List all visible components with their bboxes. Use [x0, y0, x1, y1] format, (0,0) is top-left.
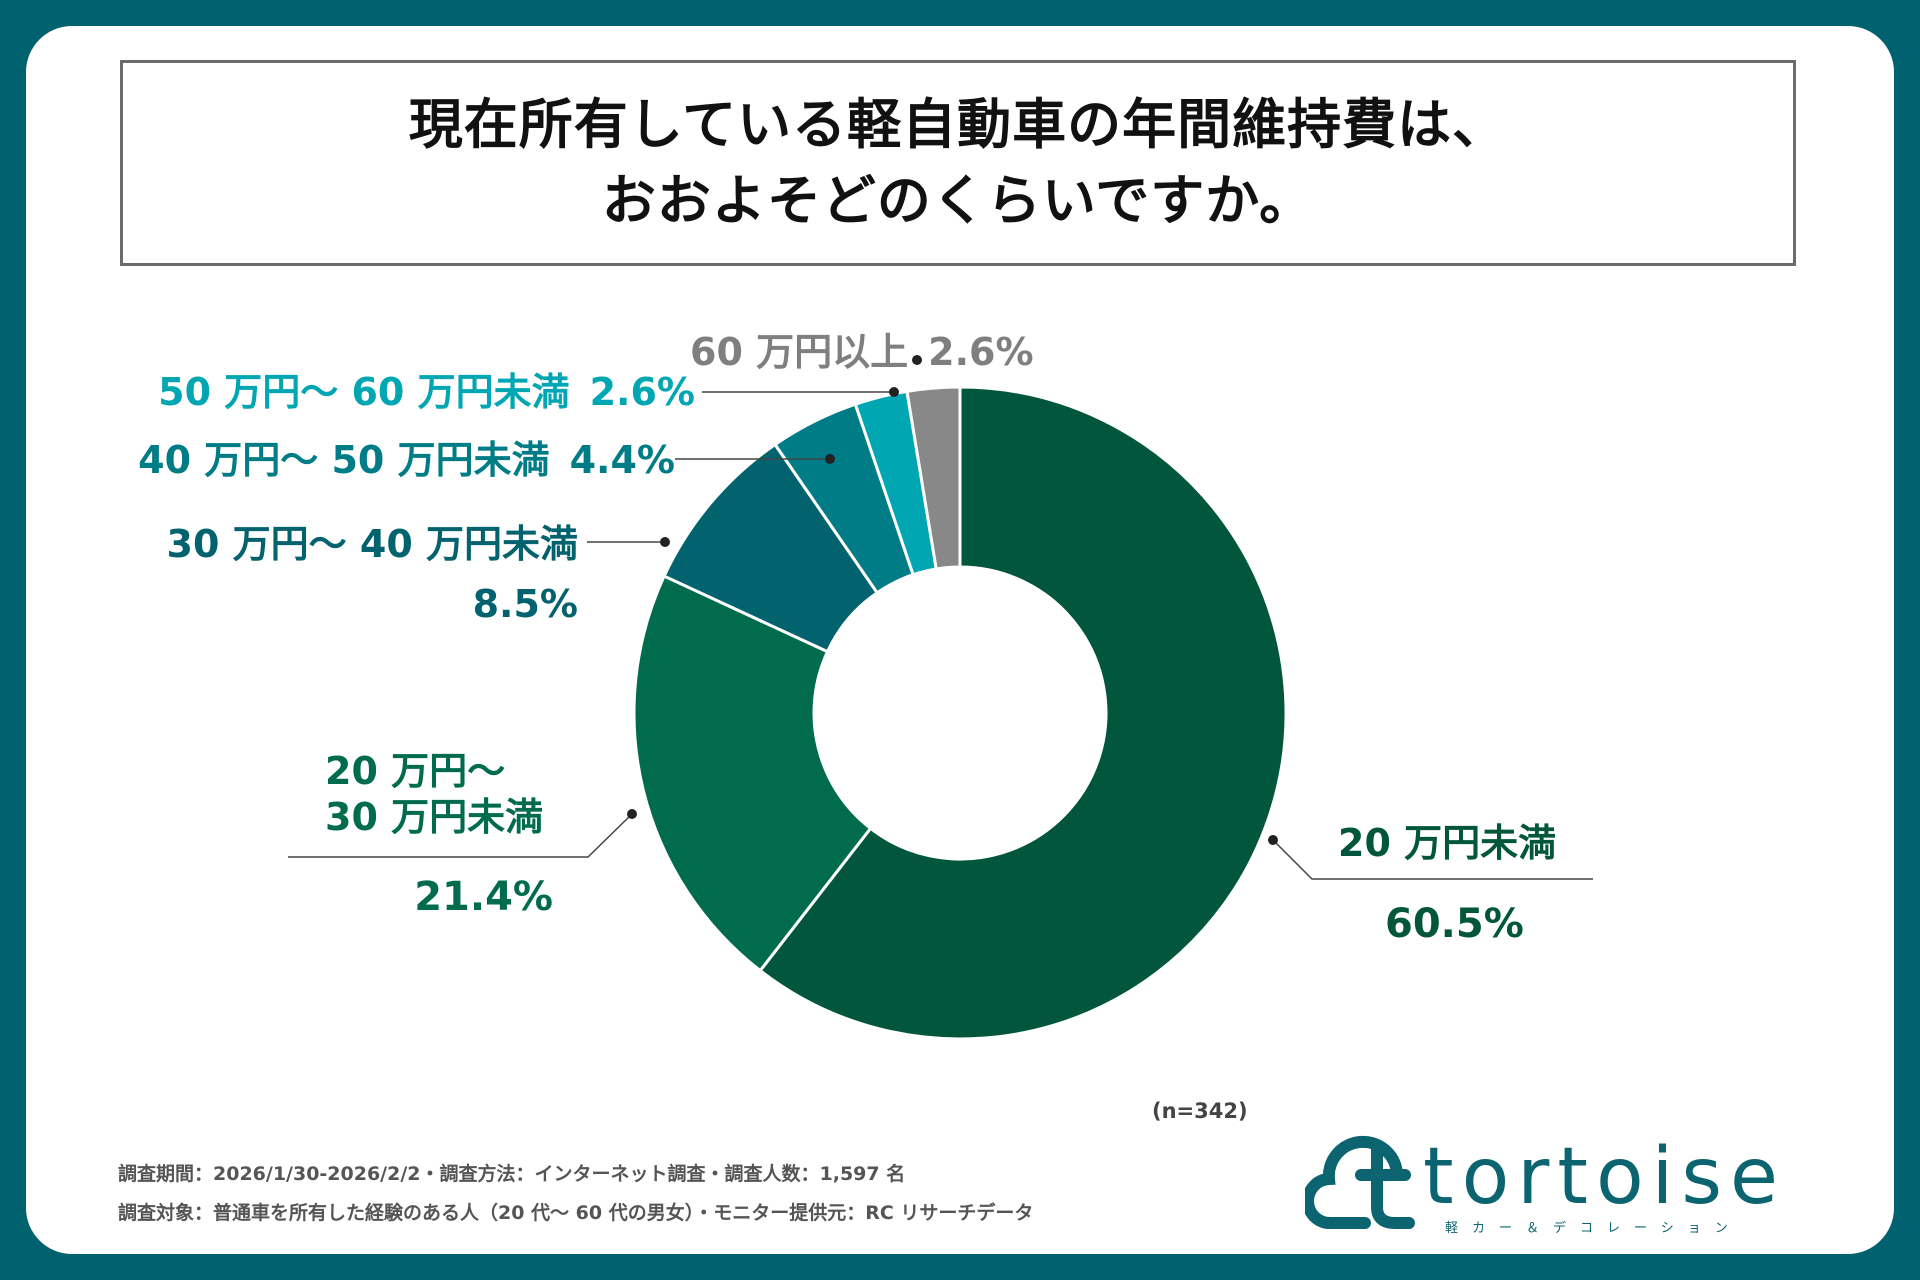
- leader-lines: [288, 391, 1593, 880]
- footer-survey-period: 調査期間：2026/1/30-2026/2/2・調査方法：インターネット調査・調…: [118, 1163, 906, 1185]
- leader-dot-40-50: [825, 454, 835, 464]
- donut-slices: [632, 385, 1288, 1041]
- leader-dot-60-plus: [912, 355, 922, 365]
- title-box: 現在所有している軽自動車の年間維持費は、 おおよそどのくらいですか。: [120, 60, 1796, 266]
- footer-survey-target: 調査対象：普通車を所有した経験のある人（20 代〜 60 代の男女）・モニター提…: [118, 1202, 1034, 1224]
- logo-wordmark: tortoise: [1423, 1132, 1786, 1222]
- leader-line-under-20: [1272, 839, 1593, 880]
- title-line-2: おおよそどのくらいですか。: [601, 169, 1315, 232]
- label-30-40: 30 万円〜 40 万円未満: [167, 522, 578, 566]
- leader-dot-30-40: [660, 537, 670, 547]
- tortoise-logo-mark: [1305, 1135, 1415, 1229]
- title-line-1: 現在所有している軽自動車の年間維持費は、: [408, 93, 1508, 156]
- label-20-30-line1: 20 万円〜: [325, 749, 505, 793]
- leader-dot-under-20: [1268, 835, 1278, 845]
- value-30-40: 8.5%: [473, 582, 578, 626]
- sample-size: (n=342): [1152, 1099, 1248, 1123]
- leader-dots: [627, 355, 1278, 845]
- label-20-30-line2: 30 万円未満: [325, 795, 543, 839]
- value-20-30: 21.4%: [414, 874, 553, 920]
- label-40-50: 40 万円〜 50 万円未満 4.4%: [138, 438, 675, 482]
- leader-dot-50-60: [889, 387, 899, 397]
- leader-dot-20-30: [627, 809, 637, 819]
- donut-hole: [814, 567, 1106, 859]
- label-60-plus: 60 万円以上 2.6%: [690, 330, 1034, 374]
- tortoise-logo: tortoise 軽カー＆デコレーション: [1305, 1132, 1805, 1245]
- label-under-20: 20 万円未満: [1338, 821, 1556, 865]
- value-under-20: 60.5%: [1385, 901, 1524, 947]
- label-50-60: 50 万円〜 60 万円未満 2.6%: [158, 370, 695, 414]
- leader-line-20-30: [288, 813, 633, 858]
- logo-tagline: 軽カー＆デコレーション: [1445, 1221, 1742, 1236]
